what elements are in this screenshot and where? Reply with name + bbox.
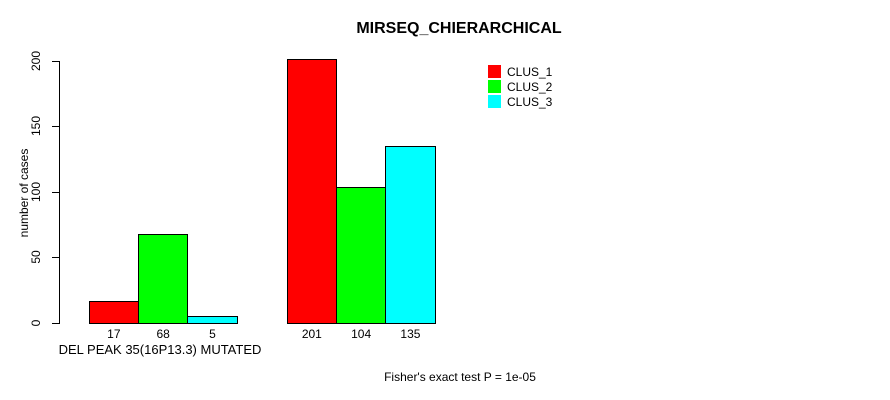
legend-swatch-clus_3 [488,95,501,108]
legend-label-clus_1: CLUS_1 [507,64,553,79]
x-axis-category-label: DEL PEAK 35(16P13.3) MUTATED [58,342,262,357]
y-axis-tick-label: 200 [29,50,43,71]
legend-label-clus_3: CLUS_3 [507,94,553,109]
bar-clus_2-group2 [336,186,387,324]
bar-clus_1-group1 [88,300,139,324]
footnote-pvalue: Fisher's exact test P = 1e-05 [384,370,536,384]
legend-swatch-clus_1 [488,65,501,78]
y-axis-tick-label: 50 [29,250,43,265]
legend: CLUS_1 CLUS_2 CLUS_3 [488,64,552,109]
y-axis-tick [52,323,60,324]
y-axis-tick [52,257,60,259]
legend-label-clus_2: CLUS_2 [507,79,553,94]
y-axis-tick [52,126,60,128]
bar-value-clus_3-group2: 135 [400,327,421,341]
legend-item-clus_3: CLUS_3 [488,94,552,109]
bar-value-clus_3-group1: 5 [209,327,216,341]
bar-value-clus_1-group2: 201 [301,327,322,341]
y-axis-tick-label: 100 [29,181,43,202]
bar-clus_1-group2 [286,59,337,324]
bar-clus_3-group2 [385,145,436,324]
bar-value-clus_1-group1: 17 [107,327,121,341]
y-axis-tick-label: 0 [29,319,43,327]
bar-clus_2-group1 [138,233,189,324]
bar-value-clus_2-group2: 104 [351,327,372,341]
legend-item-clus_1: CLUS_1 [488,64,552,79]
chart-title: MIRSEQ_CHIERARCHICAL [356,20,562,37]
legend-item-clus_2: CLUS_2 [488,79,552,94]
y-axis-tick-label: 150 [29,116,43,137]
bar-value-clus_2-group1: 68 [156,327,170,341]
legend-swatch-clus_2 [488,80,501,93]
bar-clus_3-group1 [187,316,238,324]
y-axis-tick [52,191,60,193]
y-axis-tick [52,60,60,62]
